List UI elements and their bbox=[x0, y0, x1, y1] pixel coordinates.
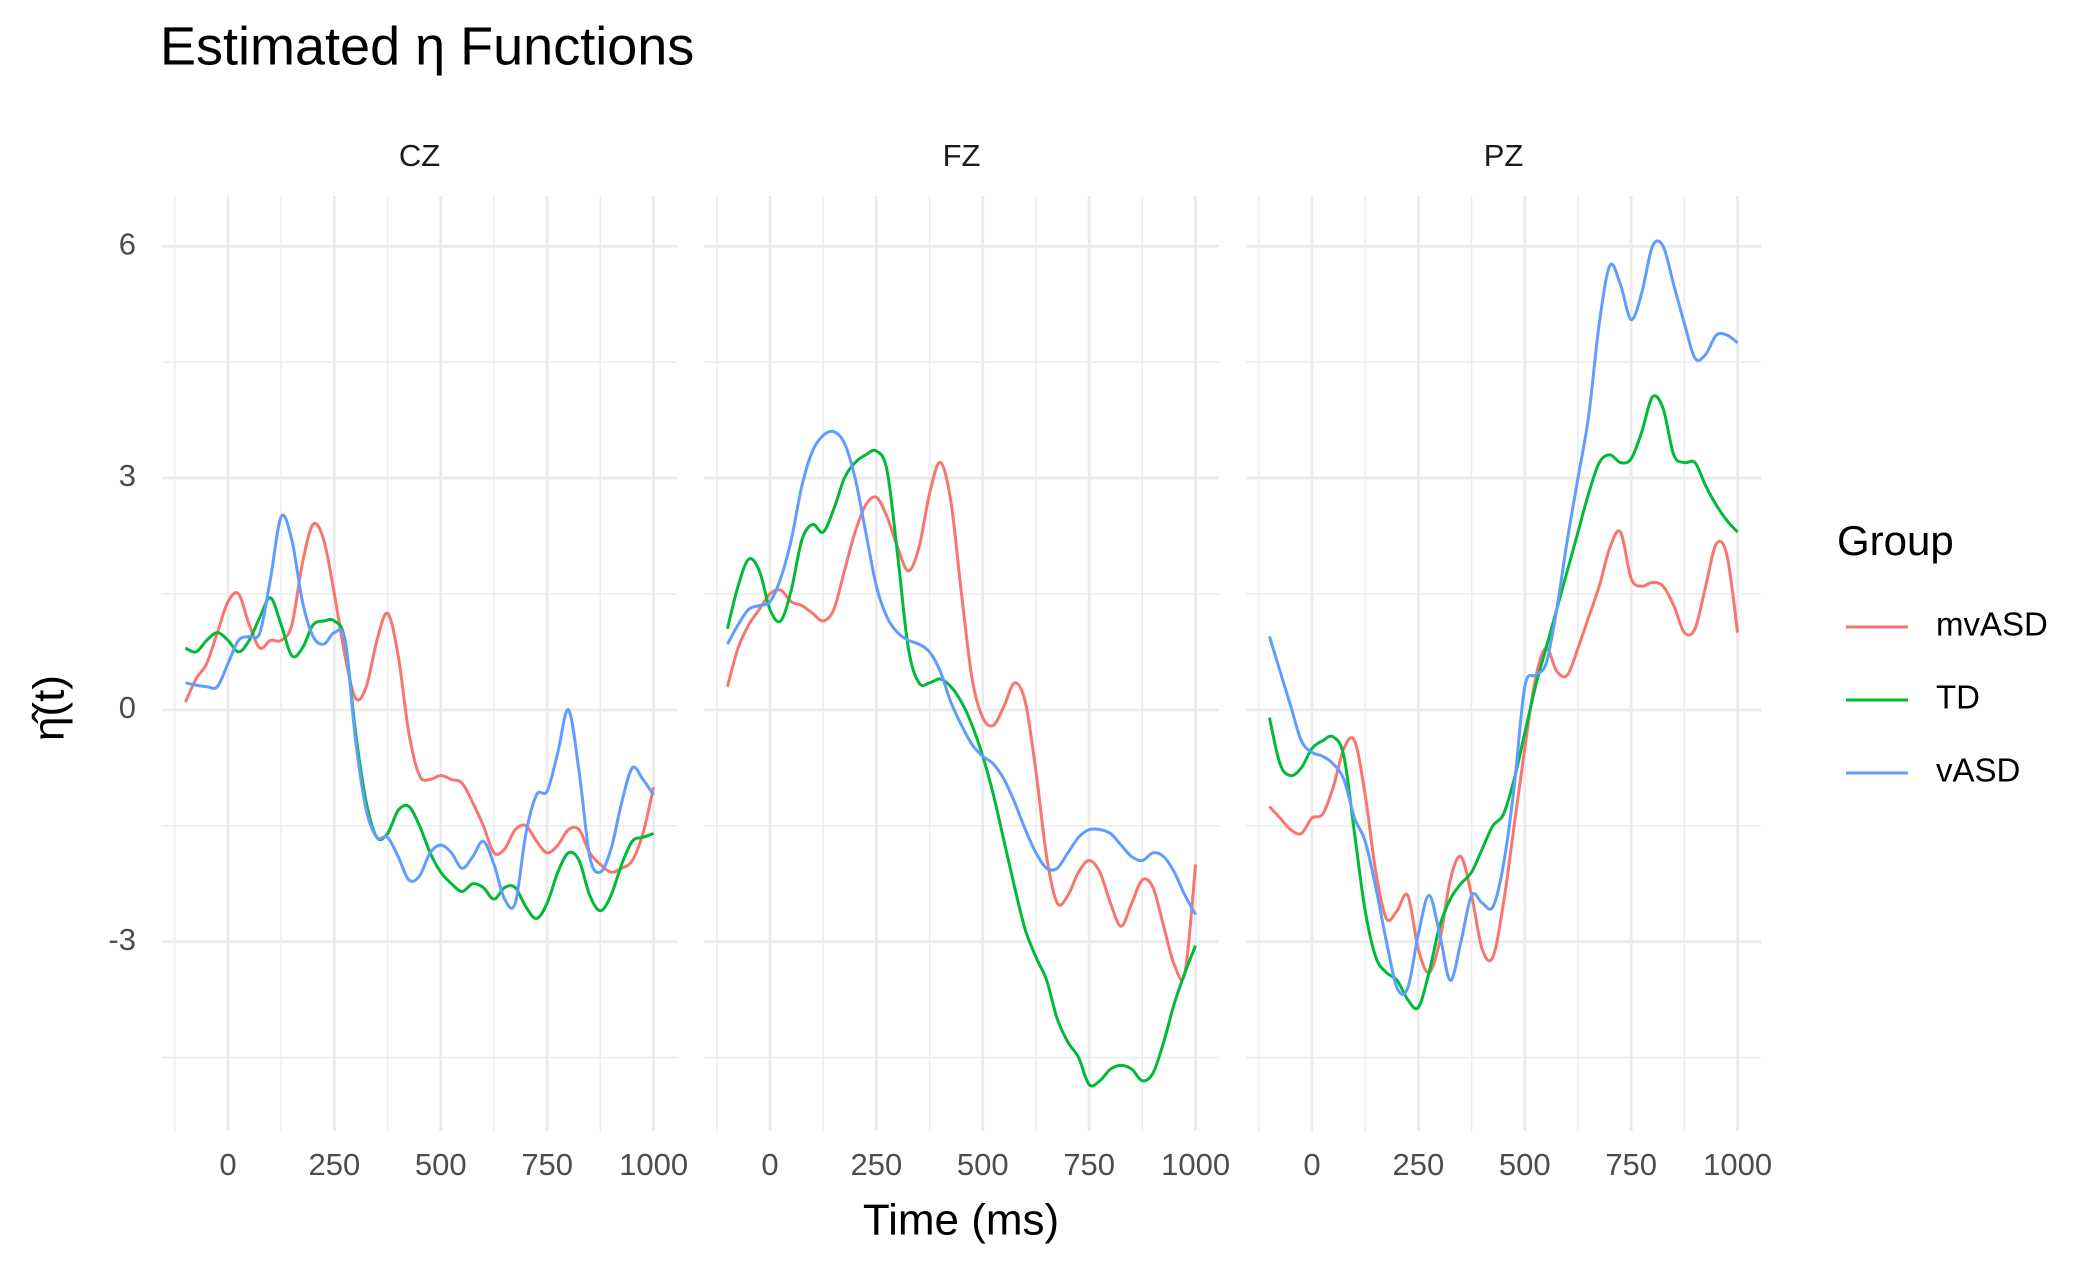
line-series bbox=[726, 429, 1197, 916]
y-tick-label: 3 bbox=[119, 458, 136, 493]
legend-label: vASD bbox=[1936, 752, 2020, 789]
x-tick-label: 500 bbox=[415, 1147, 467, 1182]
line-series bbox=[1268, 529, 1740, 975]
y-tick-label: 0 bbox=[119, 690, 136, 725]
x-tick-label: 250 bbox=[1393, 1147, 1445, 1182]
line-series bbox=[1267, 239, 1739, 996]
legend-title: Group bbox=[1837, 517, 1954, 564]
x-tick-label: 750 bbox=[1605, 1147, 1657, 1182]
chart-title: Estimated η Functions bbox=[160, 16, 694, 76]
facet-title: PZ bbox=[1484, 138, 1524, 173]
facet-title: CZ bbox=[399, 138, 440, 173]
y-axis-label: η̂(t) bbox=[25, 675, 74, 741]
line-series bbox=[184, 596, 655, 920]
x-tick-label: 1000 bbox=[1161, 1147, 1230, 1182]
y-tick-label: 6 bbox=[119, 226, 136, 261]
x-tick-label: 750 bbox=[521, 1147, 573, 1182]
x-tick-label: 750 bbox=[1063, 1147, 1115, 1182]
x-tick-label: 500 bbox=[1499, 1147, 1551, 1182]
facet-title: FZ bbox=[943, 138, 981, 173]
x-tick-label: 0 bbox=[761, 1147, 778, 1182]
line-series bbox=[1267, 394, 1739, 1011]
x-tick-label: 1000 bbox=[1703, 1147, 1772, 1182]
x-tick-label: 250 bbox=[309, 1147, 361, 1182]
x-tick-label: 0 bbox=[219, 1147, 236, 1182]
x-tick-label: 500 bbox=[957, 1147, 1009, 1182]
x-tick-label: 250 bbox=[851, 1147, 903, 1182]
x-tick-label: 1000 bbox=[619, 1147, 688, 1182]
line-series bbox=[725, 461, 1198, 982]
x-tick-label: 0 bbox=[1303, 1147, 1320, 1182]
line-series bbox=[725, 448, 1197, 1088]
legend-label: TD bbox=[1936, 679, 1980, 716]
x-axis-label: Time (ms) bbox=[863, 1196, 1059, 1245]
legend-label: mvASD bbox=[1936, 606, 2048, 643]
line-series bbox=[184, 521, 656, 874]
line-series bbox=[185, 513, 655, 910]
y-tick-label: -3 bbox=[108, 922, 136, 957]
